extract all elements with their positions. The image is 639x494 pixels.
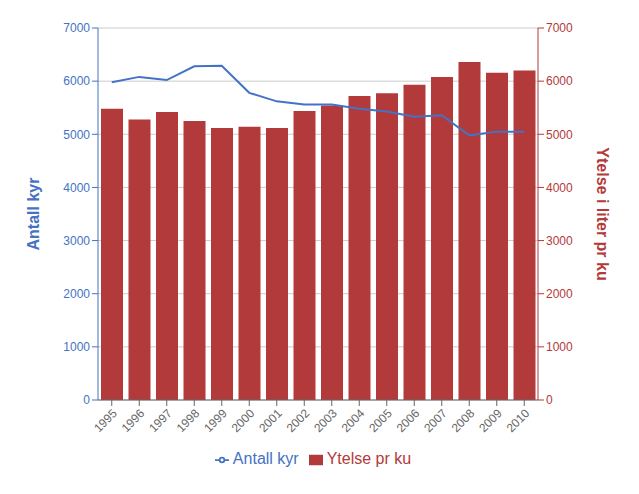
svg-text:6000: 6000 (546, 74, 573, 88)
svg-text:2006: 2006 (394, 406, 423, 435)
svg-text:2005: 2005 (366, 406, 395, 435)
svg-text:5000: 5000 (546, 128, 573, 142)
svg-text:2002: 2002 (284, 406, 313, 435)
svg-text:1995: 1995 (91, 406, 120, 435)
svg-text:2000: 2000 (229, 406, 258, 435)
svg-text:2004: 2004 (339, 406, 368, 435)
svg-text:1997: 1997 (146, 406, 175, 435)
svg-text:2007: 2007 (421, 406, 450, 435)
svg-text:2001: 2001 (256, 406, 285, 435)
svg-text:1996: 1996 (119, 406, 148, 435)
svg-text:3000: 3000 (63, 234, 90, 248)
svg-text:2003: 2003 (311, 406, 340, 435)
svg-text:2009: 2009 (476, 406, 505, 435)
svg-text:2000: 2000 (63, 287, 90, 301)
svg-text:Antall kyr: Antall kyr (25, 178, 42, 251)
svg-text:4000: 4000 (546, 181, 573, 195)
svg-text:7000: 7000 (546, 21, 573, 35)
svg-text:1000: 1000 (546, 340, 573, 354)
svg-text:0: 0 (546, 393, 553, 407)
svg-text:6000: 6000 (63, 74, 90, 88)
html-text:Ytelse pr ku: Ytelse pr ku (326, 450, 412, 467)
svg-text:4000: 4000 (63, 181, 90, 195)
svg-text:0: 0 (83, 393, 90, 407)
svg-text:3000: 3000 (546, 234, 573, 248)
svg-text:1998: 1998 (174, 406, 203, 435)
svg-text:5000: 5000 (63, 128, 90, 142)
svg-text:1999: 1999 (201, 406, 230, 435)
svg-text:1000: 1000 (63, 340, 90, 354)
svg-text:2000: 2000 (546, 287, 573, 301)
svg-text:7000: 7000 (63, 21, 90, 35)
svg-text:Ytelse i liter pr ku: Ytelse i liter pr ku (594, 147, 611, 280)
svg-text:2010: 2010 (504, 406, 533, 435)
svg-text:2008: 2008 (449, 406, 478, 435)
html-text:Antall kyr: Antall kyr (232, 450, 299, 467)
